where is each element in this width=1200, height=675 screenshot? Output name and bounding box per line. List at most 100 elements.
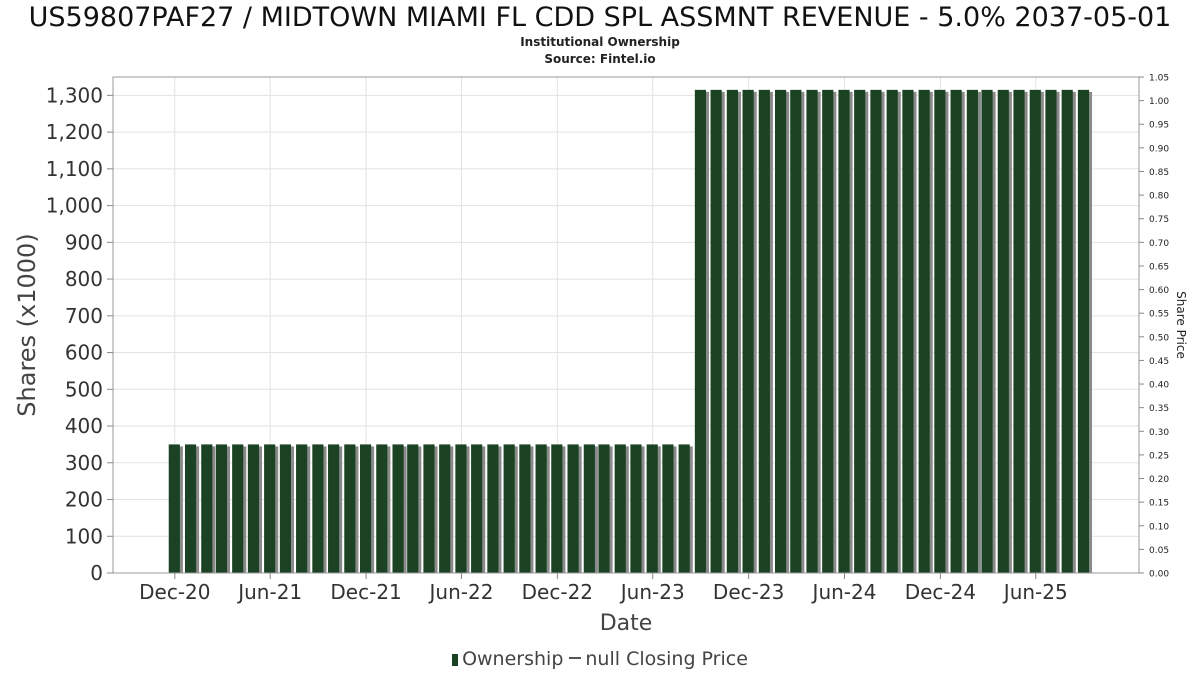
legend: Ownership null Closing Price [0,648,1200,670]
ownership-bar [583,444,595,573]
ownership-bar [902,89,914,574]
x-tick-label: Jun-23 [619,580,685,604]
ownership-bar [344,444,356,573]
ownership-bar [838,89,850,574]
legend-ownership-swatch [452,654,459,666]
y-tick-label: 1,000 [46,194,103,218]
ownership-bar [328,444,340,573]
ownership-bar [201,444,213,573]
y-axis: 0 100 200 300 400 500 600 700 800 900 1,000 1,100 1,… [46,83,113,585]
ownership-bar [519,444,531,573]
ownership-bar [806,89,818,574]
y-axis-label: Shares (x1000) [13,233,41,416]
ownership-bar [662,444,674,573]
ownership-bar [822,89,834,574]
ownership-bar [535,444,547,573]
y2-tick-label: 0.95 [1149,121,1169,131]
ownership-bar [184,444,197,573]
x-tick-label: Jun-24 [811,580,877,604]
y-tick-label: 100 [65,524,103,548]
ownership-bar [775,89,787,574]
ownership-bar [215,444,228,573]
ownership-bar [439,444,451,573]
ownership-bar [1029,89,1041,574]
ownership-bar [630,444,642,573]
y-tick-label: 1,300 [46,83,103,107]
ownership-bar [997,89,1009,574]
y-tick-label: 1,100 [46,157,103,181]
ownership-bar [455,444,467,573]
x-tick-label: Jun-22 [428,580,494,604]
y2-tick-label: 0.80 [1149,192,1169,202]
bars [168,89,1093,574]
y2-tick-label: 1.00 [1149,97,1169,107]
ownership-bar [567,444,579,573]
y2-tick-label: 1.05 [1149,74,1169,84]
y2-tick-label: 0.55 [1149,310,1169,320]
y-tick-label: 600 [65,341,103,365]
y2-tick-label: 0.20 [1149,475,1169,485]
ownership-bar [376,444,388,573]
y2-tick-label: 0.35 [1149,404,1169,414]
y2-tick-label: 0.65 [1149,262,1169,272]
y2-tick-label: 0.50 [1149,333,1169,343]
x-tick-label: Dec-21 [330,580,401,604]
y-tick-label: 0 [90,561,103,585]
y2-tick-label: 0.15 [1149,499,1169,509]
legend-price-line [569,657,582,659]
ownership-bar [168,444,180,573]
y-tick-label: 700 [65,304,103,328]
x-axis-label: Date [600,611,653,636]
chart-subtitle: Institutional Ownership [520,35,680,49]
y2-tick-label: 0.25 [1149,451,1169,461]
ownership-bar [598,444,610,573]
ownership-bar [934,89,946,574]
ownership-bar [742,89,754,574]
y-tick-label: 800 [65,267,103,291]
ownership-bar [279,444,291,573]
x-axis: Dec-20 Jun-21 Dec-21 Jun-22 Dec-22 Jun-23 Dec-… [139,573,1068,604]
ownership-bar [1013,89,1025,574]
ownership-bar [758,89,770,574]
ownership-bar [264,444,276,573]
ownership-bar [790,89,802,574]
ownership-bar [918,89,930,574]
ownership-bar [232,444,244,573]
y2-tick-label: 0.00 [1149,570,1169,580]
ownership-bar [710,89,722,574]
ownership-bar [854,89,866,574]
x-tick-label: Jun-21 [236,580,302,604]
chart-source: Source: Fintel.io [544,52,656,66]
ownership-bar [503,444,515,573]
ownership-bar [678,444,690,573]
y2-tick-label: 0.40 [1149,381,1169,391]
y2-tick-label: 0.85 [1149,168,1169,178]
ownership-bar [966,89,978,574]
x-tick-label: Dec-22 [522,580,593,604]
x-tick-label: Jun-25 [1002,580,1068,604]
y2-tick-label: 0.75 [1149,215,1169,225]
ownership-bar [247,444,260,573]
ownership-bar [1077,89,1090,574]
y2-tick-label: 0.30 [1149,428,1169,438]
ownership-bar [694,89,706,574]
y-tick-label: 500 [65,377,103,401]
ownership-bar [312,444,324,573]
legend-ownership-label: Ownership [462,648,564,670]
ownership-bar [614,444,626,573]
ownership-bar [423,444,435,573]
ownership-bar [950,89,962,574]
ownership-bar [487,444,499,573]
ownership-bar [359,444,372,573]
ownership-bar [1061,89,1073,574]
y2-axis-label: Share Price [1174,291,1188,359]
y-tick-label: 300 [65,451,103,475]
y2-tick-label: 0.10 [1149,522,1169,532]
y-tick-label: 400 [65,414,103,438]
plot-frame [112,76,1140,574]
x-tick-label: Dec-20 [139,580,210,604]
x-tick-label: Dec-24 [905,580,976,604]
y-tick-label: 1,200 [46,120,103,144]
ownership-bar [1045,89,1057,574]
